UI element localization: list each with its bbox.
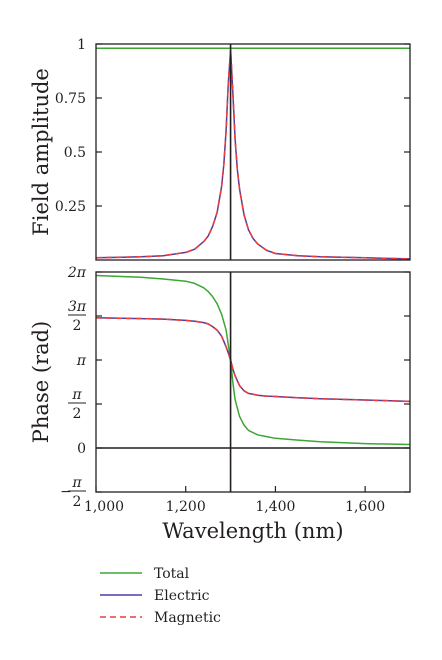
amplitude-panel: 0.25 0.5 0.75 1 Field amplitude — [29, 37, 411, 261]
y-tick-label: 2π — [67, 265, 87, 281]
y-tick-label-numerator: π — [71, 387, 82, 403]
x-tick-label: 1,600 — [345, 499, 385, 515]
y-tick-label-denominator: 2 — [73, 494, 82, 510]
amplitude-series-group — [95, 47, 411, 260]
y-tick-label-numerator: π — [71, 475, 82, 491]
phase-y-axis-label: Phase (rad) — [29, 321, 53, 443]
x-axis-label: Wavelength (nm) — [162, 519, 343, 543]
amplitude-plot-frame — [95, 43, 411, 261]
y-tick-label: π — [76, 353, 87, 369]
y-tick-label-numerator: 3π — [68, 299, 87, 315]
x-tick-label: 1,000 — [84, 499, 124, 515]
legend: Total Electric Magnetic — [100, 566, 221, 626]
y-tick-label-denominator: 2 — [73, 406, 82, 422]
y-tick-label: 0.25 — [55, 199, 86, 215]
amplitude-y-axis-label: Field amplitude — [29, 68, 53, 236]
amplitude-ticks: 0.25 0.5 0.75 1 — [55, 37, 410, 215]
legend-label-electric: Electric — [154, 588, 210, 604]
series-line-total-bot — [95, 274, 411, 446]
phase-plot-frame — [95, 271, 411, 493]
legend-label-magnetic: Magnetic — [154, 610, 221, 626]
series-line-magnetic-bot — [95, 317, 411, 403]
legend-label-total: Total — [154, 566, 190, 582]
y-tick-label: 1 — [77, 37, 86, 53]
y-tick-label: 0.5 — [64, 145, 86, 161]
series-line-electric-bot — [95, 317, 411, 403]
y-tick-label: 0 — [77, 441, 86, 457]
y-tick-label-denominator: 2 — [73, 318, 82, 334]
x-tick-label: 1,400 — [255, 499, 295, 515]
series-line-electric-top — [95, 49, 411, 260]
phase-series-group — [95, 274, 411, 446]
x-tick-label: 1,200 — [166, 499, 206, 515]
series-line-magnetic-top — [95, 49, 411, 260]
y-tick-label-sign: − — [60, 484, 72, 500]
y-tick-label: 0.75 — [55, 91, 86, 107]
